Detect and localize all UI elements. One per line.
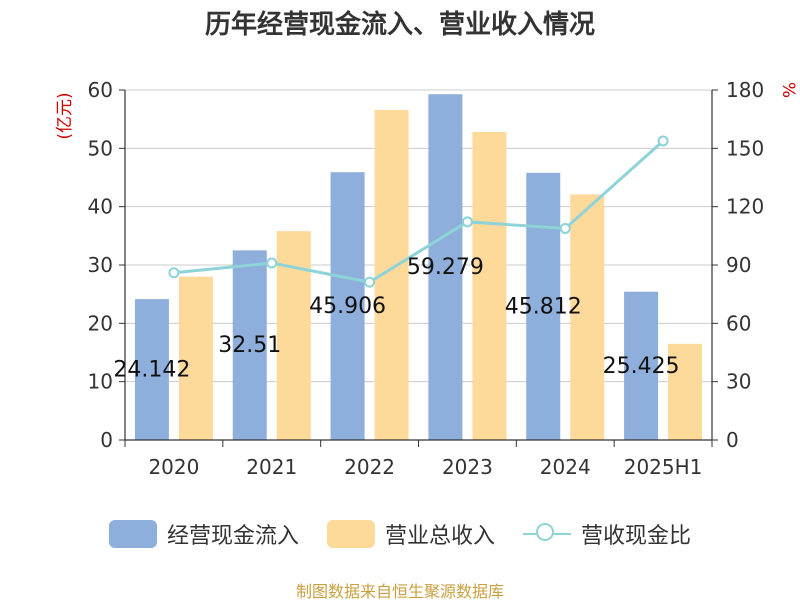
bar-cash-inflow [330,172,365,440]
y-right-tick-label: 0 [726,428,739,452]
x-tick-label: 2021 [246,455,297,479]
legend-label-ratio: 营收现金比 [581,524,692,549]
bar-cash-inflow [428,94,463,440]
bars-group [134,94,703,440]
bar-revenue [276,231,311,440]
y-right-tick-label: 120 [726,195,764,219]
x-tick-label: 2023 [442,455,493,479]
legend-swatch-cash-inflow [108,520,157,548]
grid-lines [125,89,712,383]
y-left-tick-label: 30 [88,253,113,277]
data-label-cash-inflow: 24.142 [113,358,190,383]
legend: 经营现金流入 营业总收入 营收现金比 [0,518,800,550]
point-ratio [559,222,571,234]
bar-cash-inflow [624,291,659,440]
y-right-tick-label: 60 [726,311,751,335]
x-tick-label: 2024 [540,455,591,479]
bar-cash-inflow [232,250,267,440]
bar-revenue [668,343,703,440]
x-tick-label: 2022 [344,455,395,479]
y-left-tick-label: 10 [88,370,113,394]
y-right-tick-label: 150 [726,136,764,160]
axes-group: 0 10 20 30 40 50 60 0 30 60 90 120 150 180 2020 2021 202… [88,78,765,479]
y-left-tick-label: 20 [88,311,113,335]
bar-revenue [472,132,507,440]
line-ratio [173,139,665,284]
point-ratio [168,267,180,279]
bar-revenue [178,276,213,440]
data-labels-group: 24.142 32.51 45.906 59.279 45.812 25.425 [113,255,679,382]
y-right-tick-label: 30 [726,370,751,394]
y-right-tick-label: 180 [726,78,764,102]
legend-swatch-revenue [326,520,375,548]
data-label-cash-inflow: 59.279 [407,255,484,280]
bar-revenue [570,194,605,440]
point-ratio [266,257,278,269]
point-ratio [461,216,473,228]
bar-cash-inflow [134,299,169,440]
legend-item-cash-inflow[interactable]: 经营现金流入 [108,518,299,550]
x-tick-label: 2020 [148,455,199,479]
y-left-tick-label: 50 [88,136,113,160]
y-left-tick-label: 40 [88,195,113,219]
legend-item-revenue[interactable]: 营业总收入 [326,518,495,550]
y-left-tick-label: 0 [100,428,113,452]
legend-label-revenue: 营业总收入 [384,524,495,549]
legend-label-cash-inflow: 经营现金流入 [166,524,299,549]
chart-title: 历年经营现金流入、营业收入情况 [204,10,595,40]
data-label-cash-inflow: 32.51 [218,333,281,358]
legend-item-ratio[interactable]: 营收现金比 [523,518,691,550]
y-left-axis-label: (亿元) [55,92,75,139]
point-ratio [657,135,669,147]
legend-swatch-ratio [523,520,571,548]
x-tick-label: 2025H1 [624,455,703,479]
bar-cash-inflow [526,172,561,440]
y-right-axis-label: % [778,82,798,98]
y-right-tick-label: 90 [726,253,751,277]
y-left-tick-label: 60 [88,78,113,102]
line-series-group [168,135,669,288]
data-label-cash-inflow: 45.906 [309,294,386,319]
data-label-cash-inflow: 45.812 [505,294,582,319]
source-note: 制图数据来自恒生聚源数据库 [295,582,504,601]
point-ratio [364,276,376,288]
data-label-cash-inflow: 25.425 [603,354,680,379]
